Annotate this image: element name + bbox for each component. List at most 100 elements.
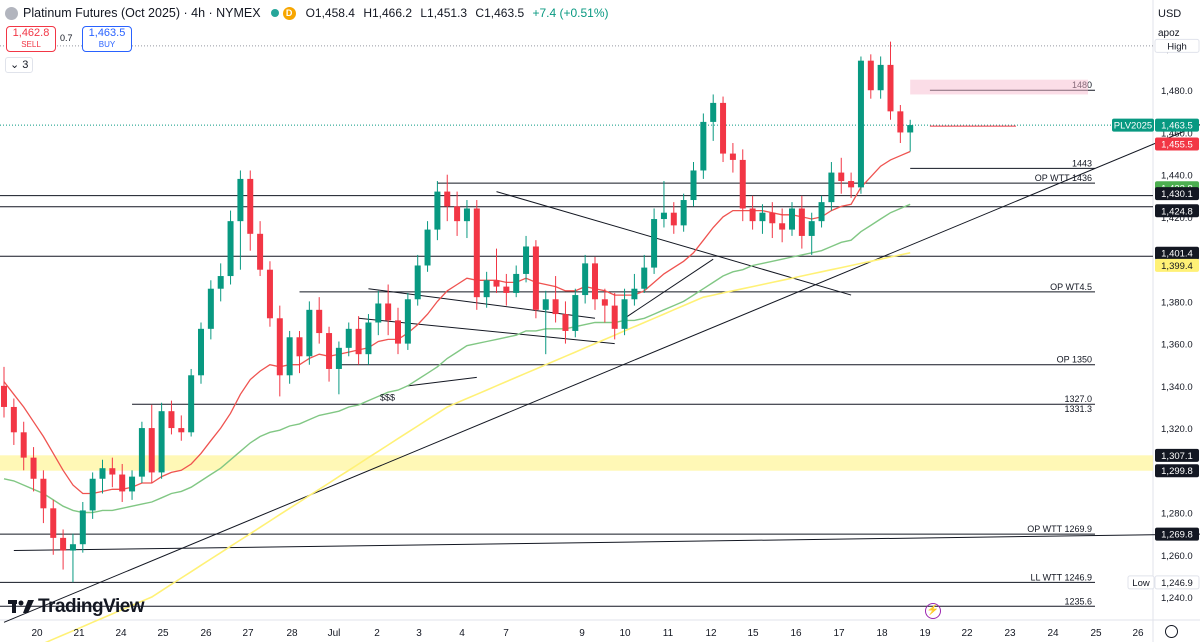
candle-52[interactable] <box>513 273 520 293</box>
candle-62[interactable] <box>611 305 618 329</box>
candle-0[interactable] <box>1 385 7 407</box>
candle-5[interactable] <box>50 508 57 538</box>
candle-72[interactable] <box>710 102 717 122</box>
candle-33[interactable] <box>326 333 333 369</box>
candle-18[interactable] <box>178 428 185 433</box>
candle-51[interactable] <box>503 286 510 293</box>
candle-91[interactable] <box>897 111 904 133</box>
candle-7[interactable] <box>69 544 76 551</box>
candle-41[interactable] <box>404 299 411 344</box>
candle-88[interactable] <box>867 60 874 91</box>
candle-40[interactable] <box>395 320 401 344</box>
candle-74[interactable] <box>729 153 736 160</box>
candle-31[interactable] <box>306 309 313 357</box>
candle-89[interactable] <box>877 64 884 91</box>
dividend-icon[interactable]: D <box>282 6 296 20</box>
candle-60[interactable] <box>592 263 598 300</box>
trendline-3[interactable] <box>358 317 615 345</box>
candle-77[interactable] <box>759 212 766 222</box>
candle-64[interactable] <box>631 288 638 300</box>
candle-13[interactable] <box>129 476 136 492</box>
candle-25[interactable] <box>247 178 254 234</box>
candle-1[interactable] <box>10 406 17 433</box>
candle-63[interactable] <box>621 299 628 329</box>
candle-90[interactable] <box>887 64 894 112</box>
candle-45[interactable] <box>444 191 451 207</box>
candle-16[interactable] <box>158 411 165 473</box>
candle-87[interactable] <box>857 60 864 188</box>
candle-50[interactable] <box>493 280 500 287</box>
flash-icon[interactable]: ⚡ <box>925 603 941 619</box>
candle-82[interactable] <box>808 221 815 236</box>
candle-69[interactable] <box>680 200 687 226</box>
candle-75[interactable] <box>739 159 746 209</box>
candle-2[interactable] <box>20 432 27 458</box>
candle-83[interactable] <box>818 202 825 222</box>
candle-38[interactable] <box>375 303 382 323</box>
indicators-toggle[interactable]: ⌄ 3 <box>5 57 34 73</box>
scale-mode[interactable]: apoz <box>1158 28 1180 39</box>
candle-86[interactable] <box>848 181 855 188</box>
candle-57[interactable] <box>562 314 569 331</box>
candle-30[interactable] <box>296 337 303 357</box>
trendline-0[interactable] <box>3 68 1200 623</box>
trendline-4[interactable] <box>368 288 596 319</box>
symbol-title[interactable]: Platinum Futures (Oct 2025) · 4h · NYMEX <box>23 6 261 20</box>
trendline-6[interactable] <box>407 376 477 387</box>
candle-76[interactable] <box>749 208 756 222</box>
candle-55[interactable] <box>542 299 549 310</box>
buy-button[interactable]: 1,463.5 BUY <box>82 26 132 52</box>
candle-80[interactable] <box>789 208 795 230</box>
candle-42[interactable] <box>414 265 421 300</box>
candle-9[interactable] <box>89 478 96 511</box>
candle-67[interactable] <box>660 212 667 220</box>
candle-20[interactable] <box>198 328 204 376</box>
candle-43[interactable] <box>424 229 431 266</box>
candle-70[interactable] <box>690 170 697 201</box>
trendline-1[interactable] <box>13 533 1200 552</box>
candle-49[interactable] <box>483 280 490 298</box>
candle-58[interactable] <box>572 295 579 331</box>
candle-26[interactable] <box>257 233 264 270</box>
candle-24[interactable] <box>237 178 244 222</box>
candle-19[interactable] <box>188 375 195 433</box>
settings-gear-icon[interactable] <box>1165 625 1178 638</box>
candle-81[interactable] <box>798 208 805 236</box>
candle-6[interactable] <box>60 537 67 551</box>
candle-12[interactable] <box>119 474 126 492</box>
candle-27[interactable] <box>266 269 273 319</box>
candle-84[interactable] <box>828 172 835 203</box>
candle-48[interactable] <box>473 208 480 298</box>
candle-47[interactable] <box>463 208 470 222</box>
candle-4[interactable] <box>40 478 47 509</box>
currency-selector[interactable]: USD <box>1158 8 1182 20</box>
candle-54[interactable] <box>532 246 539 310</box>
candle-39[interactable] <box>385 303 392 321</box>
candle-46[interactable] <box>454 206 461 222</box>
candle-36[interactable] <box>355 328 362 355</box>
candle-66[interactable] <box>651 219 658 268</box>
candle-32[interactable] <box>316 309 323 334</box>
candle-23[interactable] <box>227 221 234 277</box>
candle-28[interactable] <box>276 318 283 376</box>
candle-17[interactable] <box>168 411 175 429</box>
candle-53[interactable] <box>523 246 530 274</box>
candle-14[interactable] <box>138 428 145 477</box>
candle-56[interactable] <box>552 299 559 315</box>
candle-11[interactable] <box>109 468 116 475</box>
candle-44[interactable] <box>434 191 441 230</box>
candle-3[interactable] <box>30 457 37 479</box>
candle-68[interactable] <box>670 212 677 226</box>
candle-15[interactable] <box>148 428 155 473</box>
candle-61[interactable] <box>601 299 608 306</box>
candle-34[interactable] <box>335 347 342 369</box>
candle-8[interactable] <box>79 510 86 545</box>
candle-10[interactable] <box>99 468 106 479</box>
candle-37[interactable] <box>365 322 372 355</box>
tradingview-logo[interactable]: TradingView <box>8 596 145 617</box>
trendline-5[interactable] <box>624 258 714 319</box>
candle-92[interactable] <box>907 125 914 133</box>
candle-35[interactable] <box>345 328 352 348</box>
